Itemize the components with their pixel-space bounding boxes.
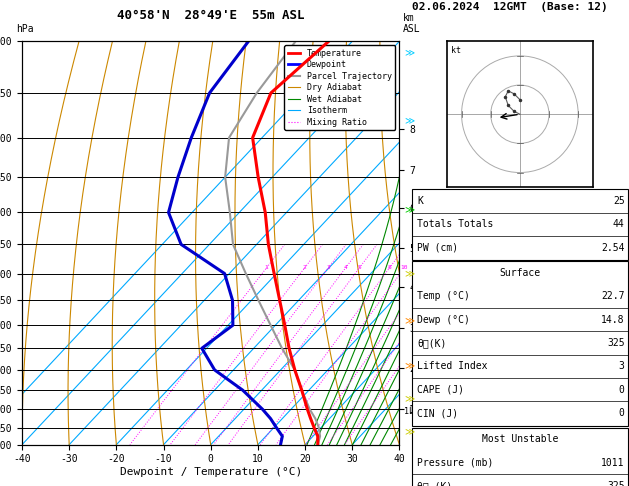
Text: ≫: ≫ <box>404 361 414 371</box>
Text: 0: 0 <box>619 385 625 395</box>
Text: 325: 325 <box>607 338 625 348</box>
Text: 5: 5 <box>357 265 361 270</box>
Text: Totals Totals: Totals Totals <box>417 219 493 229</box>
Text: 325: 325 <box>607 481 625 486</box>
Text: Temp (°C): Temp (°C) <box>417 292 470 301</box>
Text: ≫: ≫ <box>404 315 414 325</box>
Text: ≫: ≫ <box>404 426 414 436</box>
Text: 1: 1 <box>265 265 269 270</box>
Text: Lifted Index: Lifted Index <box>417 362 487 371</box>
Text: CAPE (J): CAPE (J) <box>417 385 464 395</box>
Text: 3: 3 <box>619 362 625 371</box>
Text: Surface: Surface <box>499 268 540 278</box>
Text: Dewp (°C): Dewp (°C) <box>417 315 470 325</box>
Text: 8: 8 <box>387 265 391 270</box>
Y-axis label: Mixing Ratio (g/kg): Mixing Ratio (g/kg) <box>418 187 428 299</box>
Text: ≫: ≫ <box>404 204 414 214</box>
Text: 40°58'N  28°49'E  55m ASL: 40°58'N 28°49'E 55m ASL <box>117 9 304 22</box>
X-axis label: Dewpoint / Temperature (°C): Dewpoint / Temperature (°C) <box>120 467 302 477</box>
Text: K: K <box>417 196 423 206</box>
Text: 3: 3 <box>326 265 330 270</box>
Text: 25: 25 <box>613 196 625 206</box>
Text: 1011: 1011 <box>601 458 625 468</box>
Text: PW (cm): PW (cm) <box>417 243 458 253</box>
Text: 02.06.2024  12GMT  (Base: 12): 02.06.2024 12GMT (Base: 12) <box>412 2 608 12</box>
Text: ≫: ≫ <box>404 47 414 57</box>
Text: 14.8: 14.8 <box>601 315 625 325</box>
Text: km
ASL: km ASL <box>403 13 420 34</box>
Text: ≫: ≫ <box>404 393 414 403</box>
Text: θᴄ (K): θᴄ (K) <box>417 481 452 486</box>
Text: ≫: ≫ <box>404 116 414 125</box>
Text: 10: 10 <box>401 265 408 270</box>
Text: θᴄ(K): θᴄ(K) <box>417 338 447 348</box>
Legend: Temperature, Dewpoint, Parcel Trajectory, Dry Adiabat, Wet Adiabat, Isotherm, Mi: Temperature, Dewpoint, Parcel Trajectory… <box>284 46 395 130</box>
Text: CIN (J): CIN (J) <box>417 408 458 418</box>
Text: 4: 4 <box>343 265 347 270</box>
Text: 44: 44 <box>613 219 625 229</box>
Text: 0: 0 <box>619 408 625 418</box>
Text: Pressure (mb): Pressure (mb) <box>417 458 493 468</box>
Text: Most Unstable: Most Unstable <box>482 434 558 444</box>
Text: kt: kt <box>452 46 461 55</box>
Text: 22.7: 22.7 <box>601 292 625 301</box>
Text: 1LCL: 1LCL <box>404 407 423 417</box>
Text: ≫: ≫ <box>404 269 414 278</box>
Text: 2.54: 2.54 <box>601 243 625 253</box>
Text: hPa: hPa <box>16 24 33 34</box>
Text: 2: 2 <box>303 265 306 270</box>
